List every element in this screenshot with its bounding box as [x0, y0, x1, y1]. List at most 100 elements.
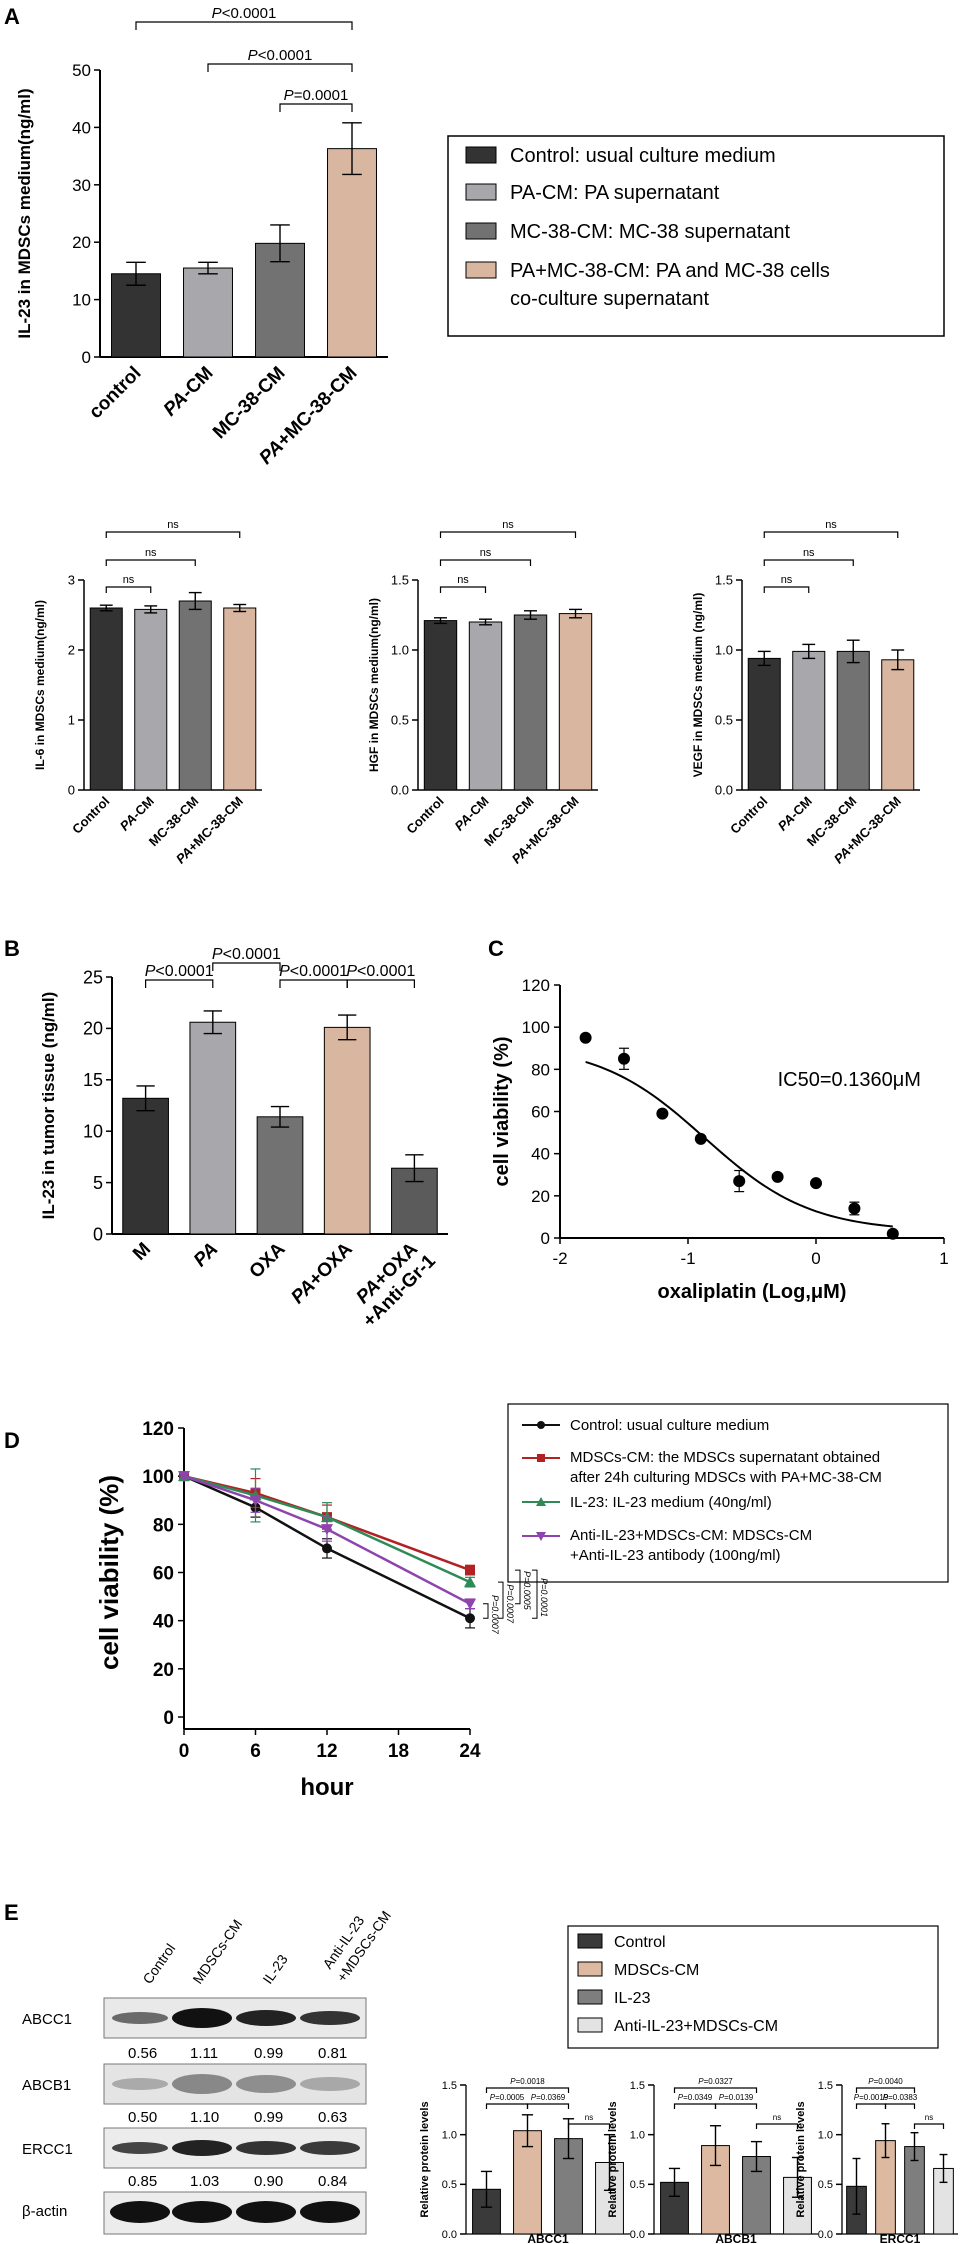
e-ABCC1-bar-0 [472, 2188, 501, 2235]
b-y-tick-label: 20 [83, 1019, 103, 1039]
a1-bracket [207, 63, 353, 72]
a3-bar-3 [558, 613, 593, 791]
b-bar-0 [122, 1097, 169, 1235]
b-y-tick-label: 0 [93, 1224, 103, 1244]
a1-y-tick-label: 50 [72, 61, 91, 80]
e-legend: Control MDSCs-CM IL-23 Anti-IL-23+MDSCs-… [567, 1925, 939, 2049]
panel-label-a: A [4, 4, 20, 29]
a4-bracket [763, 559, 854, 566]
a3-bracket [439, 559, 532, 566]
c-x-label: oxaliplatin (Log,μM) [658, 1281, 847, 1303]
e-ABCC1-x-label: ABCC1 [527, 2232, 569, 2244]
a1-x-label-1: PA-CM [160, 363, 218, 421]
e-ERCC1-y-tick-label: 0.5 [818, 2179, 833, 2191]
a1-legend-text-4: co-culture supernatant [510, 288, 709, 310]
c-y-tick-label: 120 [522, 976, 550, 995]
a1-y-tick-label: 40 [72, 118, 91, 137]
western-blot: Control MDSCs-CM IL-23 Anti-IL-23 +MDSCs… [22, 1908, 394, 2235]
c-y-tick-label: 0 [541, 1229, 550, 1248]
d-y-tick-label: 100 [142, 1467, 174, 1488]
e-ABCC1-bracket [526, 2103, 570, 2109]
blot-quant-2-1: 1.03 [190, 2173, 219, 2190]
b-x-label-2: OXA [246, 1238, 290, 1282]
d-legend-text-0: Control: usual culture medium [570, 1417, 769, 1434]
a4-bar-0 [747, 657, 781, 791]
a1-legend-text-3: PA+MC-38-CM: PA and MC-38 cells [510, 260, 830, 282]
b-bracket [346, 979, 415, 988]
d-x-tick-label: 6 [250, 1741, 261, 1762]
e-ERCC1-x-label: ERCC1 [880, 2232, 921, 2244]
d-bracket-3 [532, 1569, 538, 1619]
d-legend-text-1b: after 24h culturing MDSCs with PA+MC-38-… [570, 1469, 882, 1486]
b-x-label-3: PA+OXA [287, 1238, 357, 1308]
blot-quant-2-0: 0.85 [128, 2173, 157, 2190]
a2-bracket-label: ns [123, 574, 135, 586]
a4-bracket-label: ns [825, 519, 837, 531]
c-y-tick-label: 100 [522, 1018, 550, 1037]
d-x-tick-label: 12 [316, 1741, 337, 1762]
a1-legend-text-0: Control: usual culture medium [510, 145, 776, 167]
b-bar-2 [256, 1116, 304, 1235]
e-ERCC1-y-label: Relative protein levels [795, 2101, 807, 2217]
a3-y-tick-label: 0.5 [391, 713, 409, 728]
b-y-tick-label: 5 [93, 1173, 103, 1193]
d-bracket-label-0: P=0.0007 [490, 1595, 500, 1635]
b-bracket [212, 962, 281, 971]
c-point-0 [579, 1031, 592, 1044]
d-y-tick-label: 60 [153, 1564, 174, 1585]
d-bracket-label-1: P=0.0007 [505, 1584, 515, 1624]
d-y-tick-label: 80 [153, 1515, 174, 1536]
a1-legend-swatch-pa [465, 183, 497, 201]
a3-x-label-0: Control [403, 794, 446, 837]
e-ERCC1-y-tick-label: 1.5 [818, 2080, 833, 2092]
d-bracket-label-2: P=0.0005 [522, 1571, 532, 1611]
c-point-7 [848, 1202, 861, 1215]
d-series-line-0 [183, 1475, 471, 1620]
d-point-3-2 [321, 1524, 333, 1536]
d-point-3-0 [178, 1471, 190, 1483]
panel-label-b: B [4, 936, 20, 961]
c-annotation: IC50=0.1360μM [778, 1069, 921, 1091]
d-bracket-label-3: P=0.0001 [539, 1578, 549, 1617]
b-bracket-label: P<0.0001 [212, 946, 281, 963]
panel-label-d: D [4, 1428, 20, 1453]
c-y-tick-label: 60 [531, 1103, 550, 1122]
e-ERCC1-bracket-label: P=0.0383 [883, 2093, 918, 2102]
e-ERCC1-bracket [855, 2103, 887, 2109]
e-ABCB1-bracket [673, 2087, 758, 2093]
c-y-tick-label: 40 [531, 1145, 550, 1164]
d-series-line-2 [183, 1474, 471, 1584]
d-point-0-2 [322, 1543, 332, 1554]
d-bracket-1 [498, 1581, 504, 1619]
b-y-tick-label: 25 [83, 967, 103, 987]
e-ABCC1-bracket-label: P=0.0369 [531, 2093, 566, 2102]
a1-legend-swatch-combo [465, 261, 497, 279]
e-ABCC1-y-label: Relative protein levels [419, 2101, 431, 2217]
a4-bar-1 [792, 650, 826, 791]
b-x-label-0: M [129, 1239, 155, 1265]
e-ABCC1-bracket-label: P=0.0018 [510, 2077, 545, 2086]
c-point-2 [656, 1107, 669, 1120]
e-ABCC1-y-tick-label: 0.0 [442, 2229, 457, 2241]
blot-lane-label-0: Control [139, 1941, 178, 1987]
c-x-tick-label: -1 [680, 1249, 695, 1268]
a1-y-label: IL-23 in MDSCs medium(ng/ml) [15, 88, 34, 338]
a3-x-label-1: PA-CM [452, 794, 492, 834]
e-ABCB1-bracket [755, 2123, 799, 2129]
a2-bracket-label: ns [167, 519, 179, 531]
a4-bar-3 [881, 659, 915, 791]
c-x-tick-label: -2 [552, 1249, 567, 1268]
a4-y-tick-label: 1.0 [715, 643, 733, 658]
d-y-label: cell viability (%) [94, 1475, 124, 1670]
e-ABCB1-y-tick-label: 0.0 [630, 2229, 645, 2241]
a2-bar-3 [223, 607, 257, 791]
a3-y-tick-label: 1.5 [391, 573, 409, 588]
a3-y-tick-label: 0.0 [391, 783, 409, 798]
e-legend-text-1: MDSCs-CM [614, 1962, 699, 1979]
b-x-label-1: PA [190, 1239, 223, 1272]
e-ERCC1-bracket [855, 2087, 916, 2093]
a3-bracket [439, 586, 487, 593]
d-legend-text-3b: +Anti-IL-23 antibody (100ng/ml) [570, 1547, 781, 1564]
d-y-tick-label: 40 [153, 1612, 174, 1633]
blot-lane-label-2: IL-23 [259, 1951, 291, 1986]
